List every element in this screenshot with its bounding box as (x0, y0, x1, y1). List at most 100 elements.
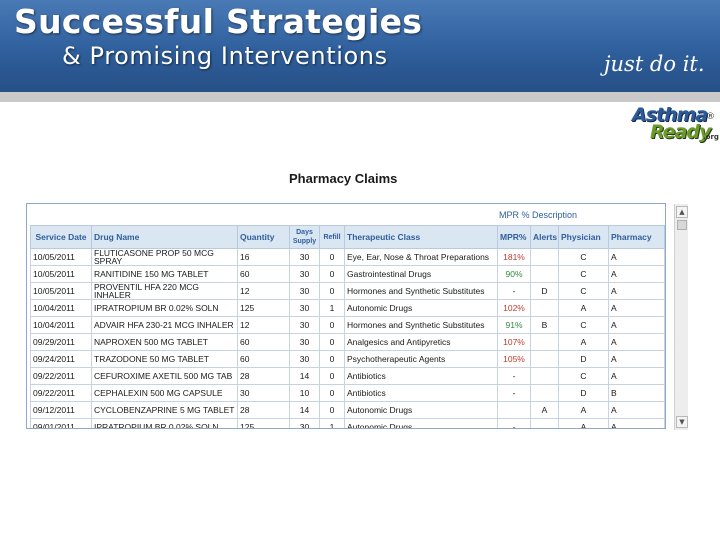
cell-pharmacy: A (608, 265, 665, 283)
col-header-pharmacy[interactable]: Pharmacy (608, 225, 665, 249)
cell-refill: 0 (319, 316, 345, 334)
cell-physician: A (558, 418, 609, 428)
slide-subtitle: & Promising Interventions (62, 42, 388, 70)
cell-therapeutic-class: Gastrointestinal Drugs (344, 265, 498, 283)
table-row[interactable]: 09/24/2011 TRAZODONE 50 MG TABLET 60 30 0 Psy… (30, 350, 665, 368)
mpr-description-link[interactable]: MPR % Description (499, 210, 578, 220)
cell-refill: 0 (319, 350, 345, 368)
cell-physician: C (558, 248, 609, 266)
cell-pharmacy: A (608, 350, 665, 368)
cell-refill: 0 (319, 265, 345, 283)
logo-suffix: .org (703, 133, 719, 141)
cell-therapeutic-class: Eye, Ear, Nose & Throat Preparations (344, 248, 498, 266)
vertical-scrollbar[interactable]: ▲ ▼ (674, 204, 688, 430)
cell-mpr (497, 401, 531, 419)
cell-physician: A (558, 299, 609, 317)
cell-quantity: 28 (237, 367, 290, 385)
table-row[interactable]: 10/04/2011 IPRATROPIUM BR 0.02% SOLN 125 30… (30, 299, 665, 317)
cell-therapeutic-class: Psychotherapeutic Agents (344, 350, 498, 368)
cell-quantity: 28 (237, 401, 290, 419)
triangle-down-icon[interactable]: ▼ (676, 416, 688, 428)
cell-service-date: 10/05/2011 (30, 248, 92, 266)
cell-alerts: D (530, 282, 559, 300)
cell-days-supply: 30 (289, 418, 320, 428)
cell-therapeutic-class: Hormones and Synthetic Substitutes (344, 282, 498, 300)
cell-service-date: 10/04/2011 (30, 316, 92, 334)
cell-mpr: - (497, 384, 531, 402)
cell-drug-name: IPRATROPIUM BR 0.02% SOLN (91, 299, 238, 317)
col-header-mpr[interactable]: MPR% (497, 225, 531, 249)
table-row[interactable]: 09/22/2011 CEFUROXIME AXETIL 500 MG TAB 28… (30, 367, 665, 385)
cell-quantity: 12 (237, 316, 290, 334)
cell-therapeutic-class: Autonomic Drugs (344, 299, 498, 317)
table-row[interactable]: 10/05/2011 RANITIDINE 150 MG TABLET 60 30 0 G… (30, 265, 665, 283)
table-row[interactable]: 10/05/2011 PROVENTIL HFA 220 MCG INHALER 1… (30, 282, 665, 300)
cell-pharmacy: B (608, 384, 665, 402)
cell-pharmacy: A (608, 282, 665, 300)
cell-days-supply: 30 (289, 299, 320, 317)
cell-mpr: 102% (497, 299, 531, 317)
cell-drug-name: NAPROXEN 500 MG TABLET (91, 333, 238, 351)
cell-refill: 0 (319, 367, 345, 385)
col-header-alerts[interactable]: Alerts (530, 225, 559, 249)
cell-physician: D (558, 350, 609, 368)
cell-quantity: 60 (237, 265, 290, 283)
cell-quantity: 12 (237, 282, 290, 300)
cell-service-date: 09/01/2011 (30, 418, 92, 428)
cell-drug-name: TRAZODONE 50 MG TABLET (91, 350, 238, 368)
col-header-quantity[interactable]: Quantity (237, 225, 290, 249)
col-header-days-supply[interactable]: Days Supply (289, 225, 320, 249)
cell-mpr: 105% (497, 350, 531, 368)
scrollbar-thumb[interactable] (677, 220, 687, 230)
cell-alerts (530, 418, 559, 428)
cell-physician: A (558, 333, 609, 351)
col-header-service-date[interactable]: Service Date (30, 225, 92, 249)
cell-alerts: A (530, 401, 559, 419)
table-row[interactable]: 10/04/2011 ADVAIR HFA 230-21 MCG INHALER 1… (30, 316, 665, 334)
cell-mpr: 91% (497, 316, 531, 334)
cell-mpr: 181% (497, 248, 531, 266)
cell-service-date: 09/22/2011 (30, 384, 92, 402)
cell-therapeutic-class: Hormones and Synthetic Substitutes (344, 316, 498, 334)
cell-physician: C (558, 367, 609, 385)
cell-mpr: - (497, 282, 531, 300)
col-header-therapeutic-class[interactable]: Therapeutic Class (344, 225, 498, 249)
cell-days-supply: 30 (289, 265, 320, 283)
cell-drug-name: CYCLOBENZAPRINE 5 MG TABLET (91, 401, 238, 419)
cell-therapeutic-class: Antibiotics (344, 384, 498, 402)
triangle-up-icon[interactable]: ▲ (676, 206, 688, 218)
table-row[interactable]: 09/29/2011 NAPROXEN 500 MG TABLET 60 30 0 Ana… (30, 333, 665, 351)
cell-therapeutic-class: Antibiotics (344, 367, 498, 385)
col-header-drug-name[interactable]: Drug Name (91, 225, 238, 249)
table-row[interactable]: 09/12/2011 CYCLOBENZAPRINE 5 MG TABLET 28 1… (30, 401, 665, 419)
cell-refill: 0 (319, 401, 345, 419)
registered-mark: ® (706, 112, 715, 122)
cell-mpr: 107% (497, 333, 531, 351)
col-header-refill[interactable]: Refill (319, 225, 345, 249)
cell-service-date: 10/05/2011 (30, 265, 92, 283)
cell-therapeutic-class: Autonomic Drugs (344, 418, 498, 428)
cell-service-date: 09/24/2011 (30, 350, 92, 368)
cell-refill: 1 (319, 299, 345, 317)
table-row[interactable]: 10/05/2011 FLUTICASONE PROP 50 MCG SPRAY 1… (30, 248, 665, 266)
pharmacy-claims-table: Service Date Drug Name Quantity Days Sup… (30, 225, 665, 428)
cell-days-supply: 30 (289, 282, 320, 300)
cell-drug-name: CEPHALEXIN 500 MG CAPSULE (91, 384, 238, 402)
col-header-physician[interactable]: Physician (558, 225, 609, 249)
cell-pharmacy: A (608, 401, 665, 419)
cell-quantity: 30 (237, 384, 290, 402)
cell-pharmacy: A (608, 316, 665, 334)
cell-drug-name: FLUTICASONE PROP 50 MCG SPRAY (91, 248, 238, 266)
table-row[interactable]: 09/01/2011 IPRATROPIUM BR 0.02% SOLN 125 30… (30, 418, 665, 428)
cell-days-supply: 14 (289, 367, 320, 385)
cell-alerts (530, 299, 559, 317)
table-row[interactable]: 09/22/2011 CEPHALEXIN 500 MG CAPSULE 30 10 0… (30, 384, 665, 402)
cell-drug-name: CEFUROXIME AXETIL 500 MG TAB (91, 367, 238, 385)
cell-quantity: 60 (237, 350, 290, 368)
cell-quantity: 125 (237, 418, 290, 428)
cell-service-date: 10/05/2011 (30, 282, 92, 300)
logo-word-ready: Ready (650, 121, 711, 143)
cell-physician: C (558, 316, 609, 334)
cell-refill: 0 (319, 333, 345, 351)
cell-refill: 0 (319, 282, 345, 300)
